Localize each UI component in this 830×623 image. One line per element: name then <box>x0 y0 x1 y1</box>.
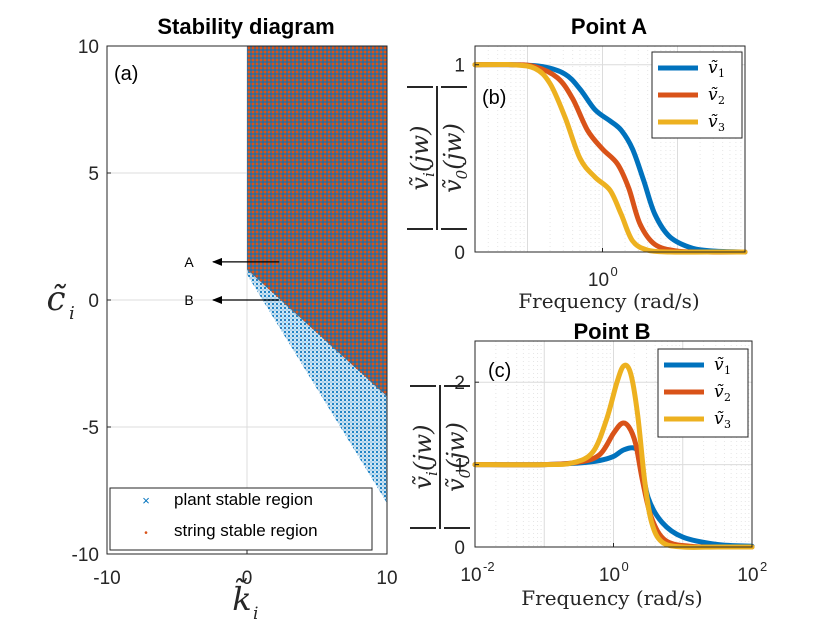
point-b-legend-sub-1: 1 <box>724 364 731 377</box>
point-b-xtick-base-2: 10 <box>737 565 758 586</box>
point-b-xtick-base-1: 10 <box>599 565 620 586</box>
annotation-a-label: A <box>184 254 194 270</box>
stability-diagram-title: Stability diagram <box>157 14 334 39</box>
point-a-legend-sub-1: 1 <box>718 67 725 80</box>
point-b-ytick-label-1: 1 <box>454 456 465 477</box>
svg-text:ṽ0(jw): ṽ0(jw) <box>439 123 471 193</box>
point-b-legend-sub-2: 2 <box>724 391 731 404</box>
stability-ytick-label-2: 0 <box>88 291 99 312</box>
point-b-ylabel: ṽi(jw) ṽ0(jw) <box>409 385 474 529</box>
point-b-xtick-exp-0: -2 <box>483 559 495 574</box>
string-stable-region <box>247 46 387 397</box>
legend-plant-label: plant stable region <box>174 490 313 509</box>
legend-plant-marker: × <box>142 493 150 508</box>
point-b-legend-sub-3: 3 <box>724 418 731 431</box>
stability-ytick-label-0: -10 <box>72 545 99 566</box>
xlabel-k: k̃ <box>232 579 251 618</box>
panel-b-label: (b) <box>482 87 506 109</box>
point-b-series <box>472 362 755 550</box>
stability-legend: × plant stable region • string stable re… <box>109 487 373 551</box>
stability-ytick-label-4: 10 <box>78 37 99 58</box>
stability-xtick-label-2: 10 <box>376 568 397 589</box>
annotation-b-label: B <box>184 292 193 308</box>
point-a-axes-box <box>474 45 746 253</box>
point-a-legend-sub-3: 3 <box>718 121 725 134</box>
point-b-xlabel: Frequency (rad/s) <box>521 586 702 610</box>
point-a-title: Point A <box>571 14 647 39</box>
point-a-xlabel: Frequency (rad/s) <box>518 289 699 313</box>
point-b-xtick-exp-2: 2 <box>760 559 767 574</box>
point-a-xtick-exp-0: 0 <box>611 264 618 279</box>
point-a-legend: ṽ 1ṽ 2ṽ 3 <box>651 51 743 139</box>
point-b-ytick-label-2: 2 <box>454 373 465 394</box>
svg-text:ṽi(jw): ṽi(jw) <box>406 125 438 190</box>
point-a-xtick-base-0: 10 <box>588 270 609 291</box>
point-b-legend-base-1: ṽ <box>714 355 724 375</box>
legend-string-marker: • <box>144 528 148 539</box>
point-a-legend-base-3: ṽ <box>708 112 718 132</box>
stability-ylabel: c̃ i <box>46 279 74 324</box>
stability-xtick-label-1: 0 <box>242 568 253 589</box>
stability-ticks: -10 0 10 -10 -5 0 5 10 <box>72 37 398 589</box>
stability-legend-box <box>109 487 373 551</box>
point-b-legend: ṽ 1ṽ 2ṽ 3 <box>657 348 749 438</box>
point-a-ytick-label-0: 0 <box>454 243 465 264</box>
point-a-legend-base-2: ṽ <box>708 85 718 105</box>
ylabel-c: c̃ <box>46 279 67 319</box>
legend-string-label: string stable region <box>174 521 318 540</box>
stability-xlabel: k̃ i <box>232 579 258 623</box>
point-b-legend-base-2: ṽ <box>714 382 724 402</box>
svg-text:ṽ0(jw): ṽ0(jw) <box>442 422 474 492</box>
point-a-ytick-label-1: 1 <box>454 56 465 77</box>
point-a-ylabel: ṽi(jw) ṽ0(jw) <box>406 86 471 230</box>
point-b-title: Point B <box>574 319 651 344</box>
point-b-xtick-exp-1: 0 <box>622 559 629 574</box>
point-a-legend-sub-2: 2 <box>718 94 725 107</box>
point-b-xtick-base-0: 10 <box>460 565 481 586</box>
xlabel-sub: i <box>253 604 258 623</box>
point-a-legend-base-1: ṽ <box>708 58 718 78</box>
panel-c-label: (c) <box>488 360 511 382</box>
point-b-ytick-label-0: 0 <box>454 538 465 559</box>
stability-ytick-label-3: 5 <box>88 164 99 185</box>
point-b-series-3 <box>472 362 755 550</box>
point-a-series-1 <box>472 62 748 255</box>
stability-xtick-label-0: -10 <box>93 568 120 589</box>
svg-text:ṽi(jw): ṽi(jw) <box>409 424 441 489</box>
stability-ytick-label-1: -5 <box>82 418 99 439</box>
panel-a-label: (a) <box>114 63 138 85</box>
point-b-legend-base-3: ṽ <box>714 409 724 429</box>
ylabel-sub: i <box>69 303 75 324</box>
